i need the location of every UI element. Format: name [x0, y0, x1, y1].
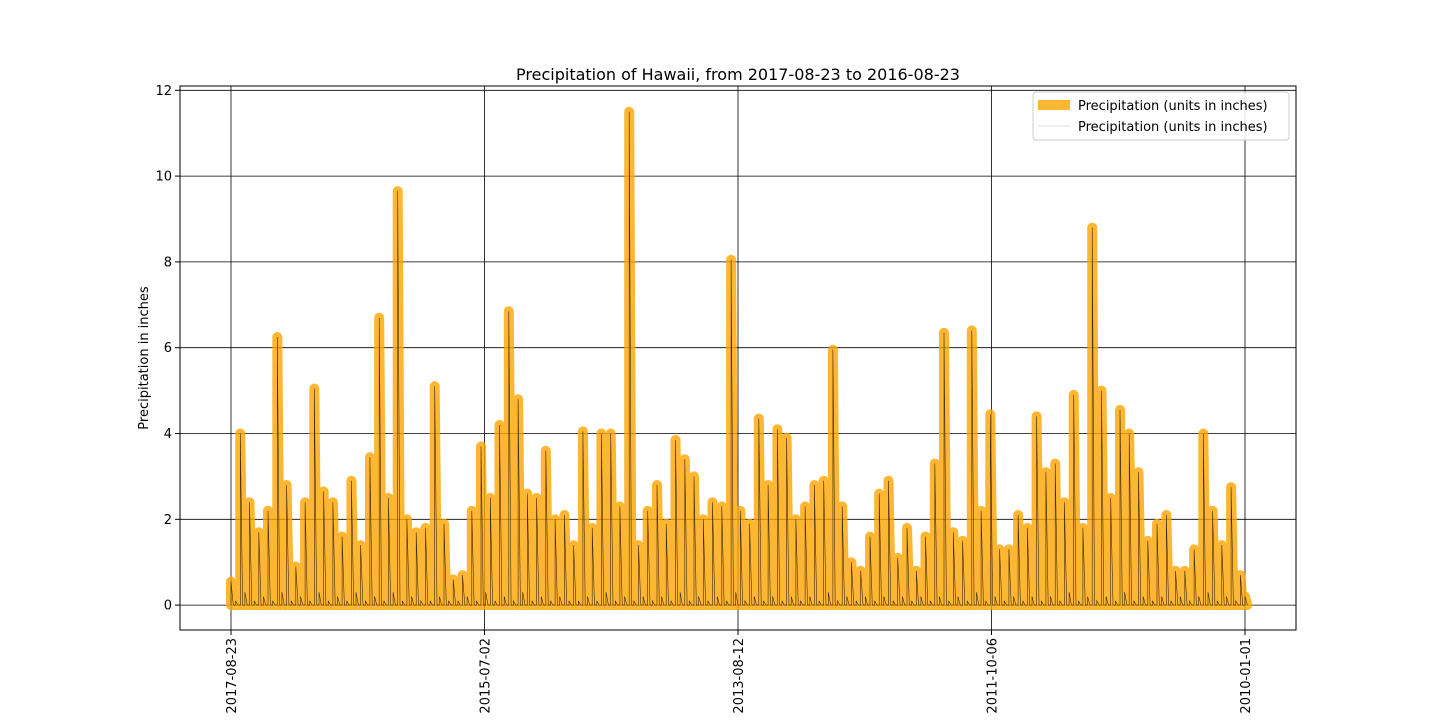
x-tick-label: 2017-08-23 [225, 638, 240, 714]
series-thin-line [230, 111, 1248, 606]
x-tick-label: 2013-08-12 [732, 638, 747, 714]
x-tick-label: 2011-10-06 [986, 638, 1001, 714]
precipitation-thin-line [230, 111, 1248, 606]
y-tick-label: 10 [155, 170, 172, 185]
legend-label-thin: Precipitation (units in inches) [1078, 120, 1268, 135]
y-tick-label: 2 [164, 513, 172, 528]
legend-box [1032, 91, 1290, 141]
legend: Precipitation (units in inches) Precipit… [1032, 91, 1290, 141]
chart-title: Precipitation of Hawaii, from 2017-08-23… [516, 65, 960, 84]
y-tick-label: 12 [155, 84, 172, 99]
x-tick-label: 2015-07-02 [479, 638, 494, 714]
x-tick-label: 2010-01-01 [1239, 638, 1254, 714]
y-axis-label: Precipitation in inches [137, 286, 152, 430]
y-tick-label: 0 [164, 599, 172, 614]
legend-label-thick: Precipitation (units in inches) [1078, 99, 1268, 114]
y-tick-label: 4 [164, 427, 172, 442]
x-axis-ticks: 2017-08-23 2015-07-02 2013-08-12 2011-10-06… [225, 630, 1254, 714]
y-tick-label: 6 [164, 341, 172, 356]
y-axis-ticks: 0 2 4 6 8 10 12 [155, 84, 180, 614]
y-tick-label: 8 [164, 255, 172, 270]
